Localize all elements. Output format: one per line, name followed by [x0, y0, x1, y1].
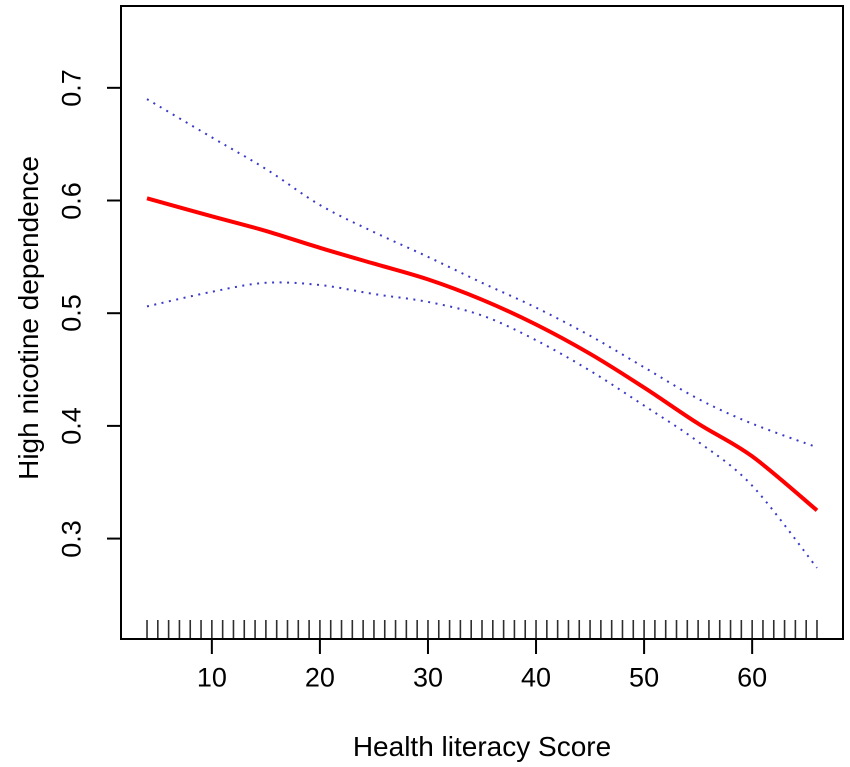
y-tick-label: 0.4	[56, 407, 87, 445]
data-series	[146, 98, 819, 569]
x-tick-label: 30	[412, 662, 443, 693]
plot-border	[120, 5, 844, 640]
upper-95-ci-line	[146, 98, 818, 449]
y-tick-label: 0.6	[56, 181, 87, 220]
y-tick-label: 0.5	[56, 294, 87, 332]
rug-marks	[146, 620, 818, 639]
axis-ticks	[107, 86, 754, 654]
x-tick-label: 50	[629, 662, 660, 693]
y-tick-label: 0.7	[56, 69, 87, 107]
x-axis-title: Health literacy Score	[352, 731, 612, 762]
x-tick-label: 60	[737, 662, 768, 693]
lower-95-ci-line	[146, 281, 818, 569]
x-tick-label: 40	[520, 662, 552, 693]
fitted-probability-line	[146, 196, 819, 512]
x-tick-label: 20	[304, 662, 335, 693]
y-tick-label: 0.3	[56, 519, 87, 558]
x-tick-label: 10	[196, 662, 227, 693]
y-axis-title: High nicotine dependence	[13, 156, 44, 480]
